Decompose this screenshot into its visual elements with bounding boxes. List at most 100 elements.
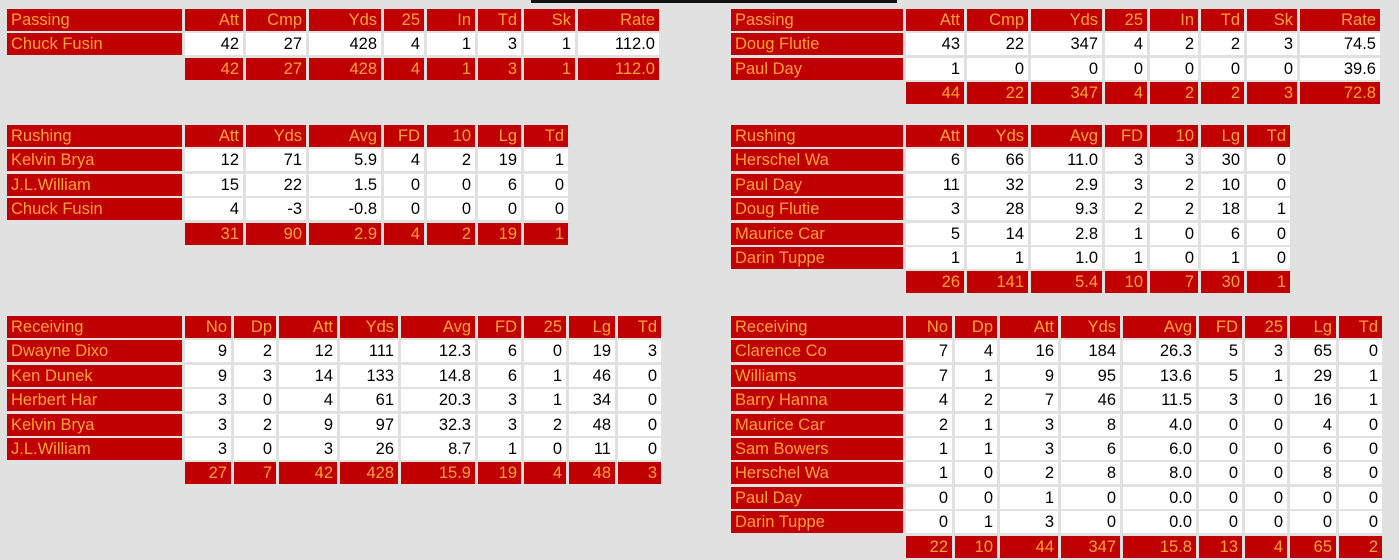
stat-value: 0.0 [1123,486,1196,509]
column-header: 25 [1105,9,1147,31]
stat-value: 4 [1290,413,1336,436]
total-value: 15.8 [1123,535,1196,558]
column-header: Yds [1031,9,1102,31]
stat-value: 0 [1247,222,1290,245]
stat-value: 6 [1201,222,1244,245]
total-value: 347 [1031,82,1102,105]
column-header: FD [478,316,521,338]
stat-value: 12.3 [401,340,475,363]
stat-value: 1 [1105,246,1147,269]
stat-value: 1 [1201,246,1244,269]
total-value: 65 [1290,535,1336,558]
player-row: Herschel Wa 6 66 11.0 3 3 30 0 [731,149,1293,172]
column-header: FD [1199,316,1242,338]
stat-value: 6 [478,173,521,196]
player-row: Doug Flutie 3 28 9.3 2 2 18 1 [731,198,1293,221]
player-name: Ken Dunek [7,364,182,387]
total-value: 22 [967,82,1028,105]
player-name: Darin Tuppe [731,246,903,269]
stat-value: 8.7 [401,437,475,460]
stat-value: 1 [906,462,952,485]
stat-value: 7 [906,340,952,363]
stat-value: 4 [1105,33,1147,56]
totals-row: 22 10 44 347 15.8 13 4 65 2 [731,535,1385,558]
stat-value: 11 [569,437,615,460]
stat-value: 111 [340,340,398,363]
stat-value: 0 [1339,340,1382,363]
column-header: Td [524,125,568,147]
stat-value: 11.0 [1031,149,1102,172]
stat-value: 6 [478,340,521,363]
column-header: 25 [384,9,424,31]
total-value: 3 [478,57,521,80]
player-row: Maurice Car 2 1 3 8 4.0 0 0 4 0 [731,413,1385,436]
player-name: Paul Day [731,486,903,509]
stat-value: 0 [1245,437,1287,460]
stat-value: 0 [234,437,276,460]
stat-value: 2 [955,389,997,412]
totals-row: 42 27 428 4 1 3 1 112.0 [7,57,662,80]
stat-value: 1 [955,511,997,534]
total-value: 27 [246,57,306,80]
stat-value: 1.0 [1031,246,1102,269]
stat-value: 32 [967,173,1028,196]
stat-value: 2 [427,149,475,172]
stat-value: 0 [1199,486,1242,509]
stat-value: 0 [524,173,568,196]
player-name: Herschel Wa [731,462,903,485]
player-name: Dwayne Dixo [7,340,182,363]
stat-value: 0 [1245,389,1287,412]
stat-value: 0 [1061,486,1120,509]
column-header: 10 [1150,125,1198,147]
column-header: No [906,316,952,338]
stat-value: 0 [1247,246,1290,269]
stat-value: 0 [1247,57,1297,80]
player-row: Darin Tuppe 0 1 3 0 0.0 0 0 0 0 [731,511,1385,534]
column-header: Avg [309,125,381,147]
column-header: Lg [1201,125,1244,147]
stat-value: 0 [427,173,475,196]
player-row: Williams 7 1 9 95 13.6 5 1 29 1 [731,364,1385,387]
stat-value: 22 [967,33,1028,56]
stat-value: 95 [1061,364,1120,387]
player-name: Kelvin Brya [7,149,182,172]
stat-value: 0 [1245,486,1287,509]
column-header: Yds [340,316,398,338]
player-name: Doug Flutie [731,33,903,56]
totals-spacer [731,271,903,293]
player-row: Kelvin Brya 3 2 9 97 32.3 3 2 48 0 [7,413,664,436]
stat-value: 0 [1031,57,1102,80]
stat-value: 46 [1061,389,1120,412]
stat-value: 29 [1290,364,1336,387]
stat-value: 3 [1000,413,1058,436]
stat-value: 14.8 [401,364,475,387]
player-name: J.L.William [7,173,182,196]
stat-value: 0 [1245,511,1287,534]
player-row: Herbert Har 3 0 4 61 20.3 3 1 34 0 [7,389,664,412]
column-header: In [1150,9,1198,31]
stat-value: 9 [185,364,231,387]
stat-value: -3 [246,198,306,221]
stat-value: 2.8 [1031,222,1102,245]
stat-value: 0 [384,198,424,221]
stat-value: 0 [1245,413,1287,436]
column-header: Att [906,9,964,31]
stat-value: 0 [955,462,997,485]
total-value: 19 [478,462,521,485]
stat-value: 0 [618,364,661,387]
header-row: Passing Att Cmp Yds 25 In Td Sk Rate [7,9,662,31]
stat-value: 0 [1245,462,1287,485]
column-header: Yds [246,125,306,147]
stat-value: 11.5 [1123,389,1196,412]
stat-value: 4.0 [1123,413,1196,436]
stat-value: 0 [1339,511,1382,534]
stat-value: 2 [1201,33,1244,56]
stat-value: 4 [955,340,997,363]
table-title: Receiving [7,316,182,338]
totals-spacer [731,536,903,558]
column-header: In [427,9,475,31]
stat-value: 1.5 [309,173,381,196]
stat-value: 4 [906,389,952,412]
stat-value: 1 [906,57,964,80]
column-header: Yds [1061,316,1120,338]
